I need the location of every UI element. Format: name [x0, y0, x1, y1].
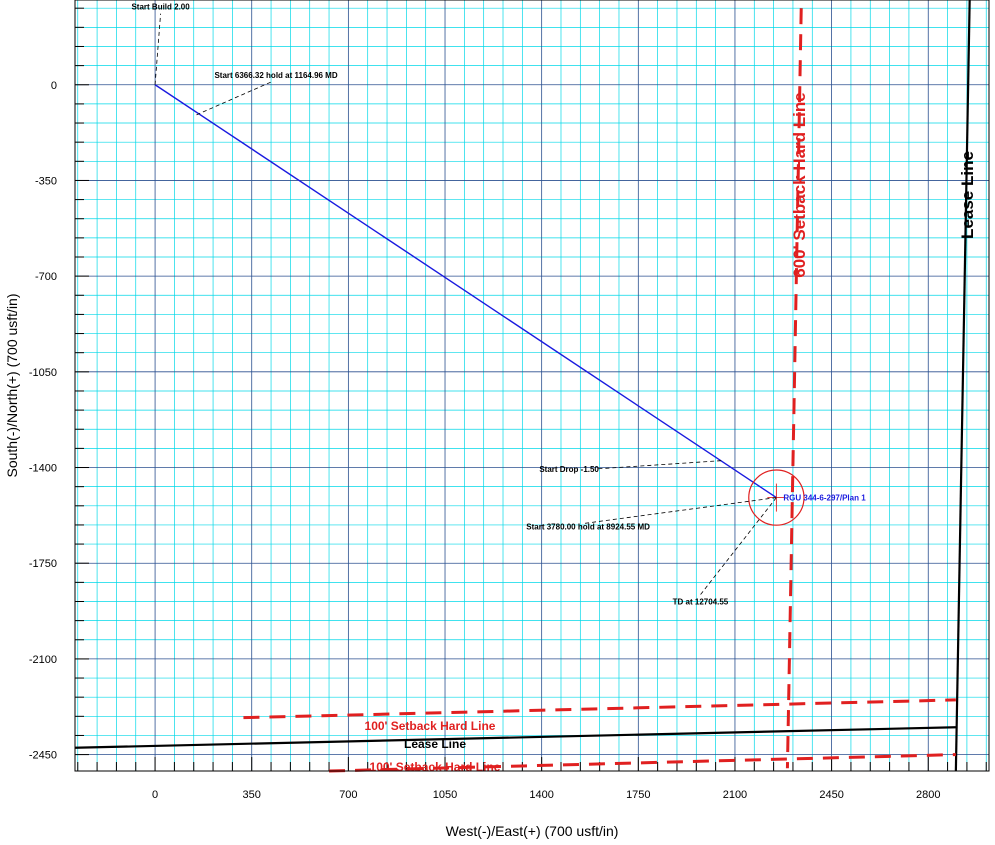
plot-frame: [74, 0, 990, 772]
setback-600-label: 600' Setback Hard Line: [790, 92, 809, 277]
annotation-label: Start 6366.32 hold at 1164.96 MD: [214, 71, 337, 80]
lease-line-east-label: Lease Line: [958, 151, 977, 239]
x-tick-label: 1400: [529, 789, 553, 801]
boundary-lines: 600' Setback Hard Line Lease Line 100' Set…: [74, 0, 977, 774]
major-grid: [75, 0, 989, 771]
lease-line: [74, 726, 956, 749]
lease-line-south-label: Lease Line: [404, 737, 466, 751]
y-tick-labels: 0 -350 -700 -1050 -1400 -1750 -2100 -2450: [29, 80, 57, 762]
y-tick-label: -1400: [29, 463, 57, 475]
target-circle: [748, 469, 805, 526]
y-tick-label: -350: [35, 175, 57, 187]
y-tick-label: -700: [35, 271, 57, 283]
x-axis-title: West(-)/East(+) (700 usft/in): [446, 823, 619, 839]
lease-line: [954, 0, 971, 772]
x-tick-label: 2100: [723, 789, 747, 801]
setback-line: [329, 753, 956, 773]
x-tick-label: 2450: [819, 789, 843, 801]
y-axis-title: South(-)/North(+) (700 usft/in): [4, 293, 20, 477]
setback-line: [785, 8, 803, 769]
y-tick-label: -2100: [29, 654, 57, 666]
annotation-leader: [583, 497, 777, 524]
annotation-leader: [700, 497, 777, 595]
well-label: RGU 344-6-297/Plan 1: [783, 494, 866, 503]
x-tick-label: 350: [243, 789, 261, 801]
annotation-label: Start Drop -1.50: [539, 465, 599, 474]
annotation-label: TD at 12704.55: [673, 598, 729, 607]
setback-100-south-label: 100' Setback Hard Line: [370, 760, 501, 774]
minor-grid: [75, 0, 989, 771]
y-tick-label: -1750: [29, 558, 57, 570]
x-tick-label: 700: [339, 789, 357, 801]
well-path: RGU 344-6-297/Plan 1: [154, 84, 866, 526]
x-tick-label: 2800: [916, 789, 940, 801]
annotation-leader: [154, 13, 162, 85]
setback-line: [243, 698, 956, 720]
x-tick-label: 1750: [626, 789, 650, 801]
annotation-leader: [196, 81, 272, 116]
x-tick-label: 1050: [433, 789, 457, 801]
x-tick-labels: 0 350 700 1050 1400 1750 2100 2450 2800: [152, 789, 940, 801]
y-tick-label: -1050: [29, 367, 57, 379]
y-tick-label: 0: [51, 80, 57, 92]
annotation-label: Start 3780.00 hold at 8924.55 MD: [526, 523, 650, 532]
well-path-line: [154, 84, 777, 499]
y-tick-label: -2450: [29, 750, 57, 762]
setback-100-north-label: 100' Setback Hard Line: [365, 719, 496, 733]
x-tick-label: 0: [152, 789, 158, 801]
annotations: Start Build 2.00 Start 6366.32 hold at 11…: [131, 3, 777, 607]
annotation-label: Start Build 2.00: [131, 3, 190, 12]
